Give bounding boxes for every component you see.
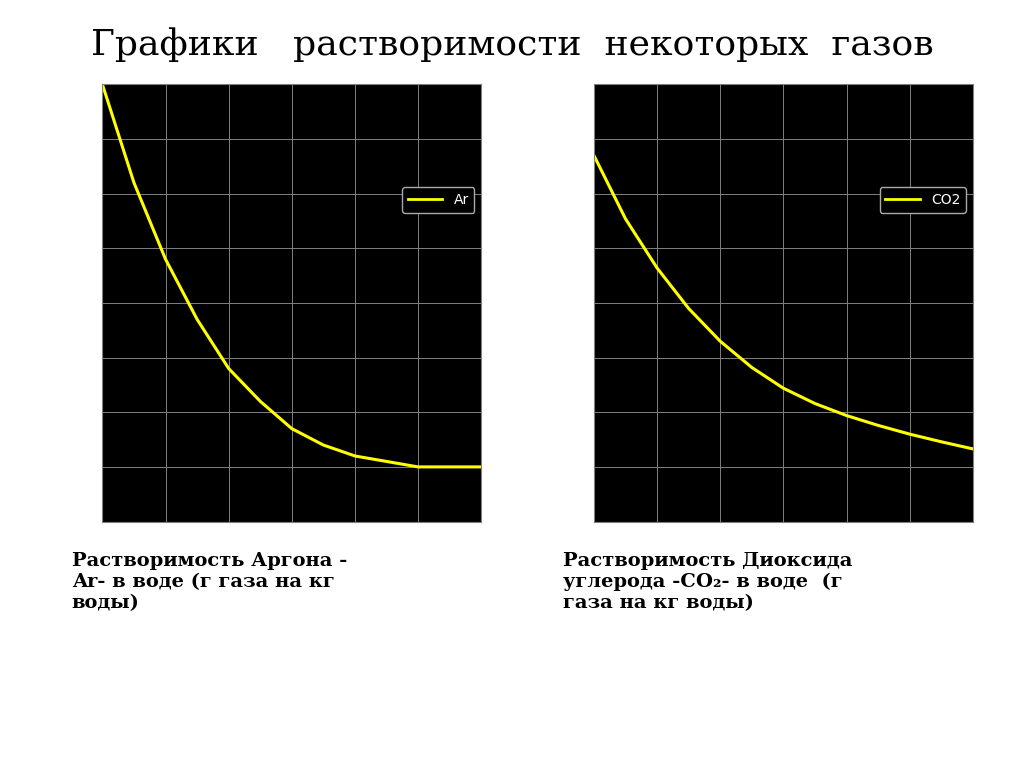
Text: Растворимость Диоксида
углерода -CO₂- в воде  (г
газа на кг воды): Растворимость Диоксида углерода -CO₂- в … <box>563 552 853 612</box>
X-axis label: Температура воды (град Цельсия): Температура воды (град Цельсия) <box>682 549 885 559</box>
Y-axis label: Растворимость (г газа на кг воды): Растворимость (г газа на кг воды) <box>50 208 59 398</box>
Text: Графики   растворимости  некоторых  газов: Графики растворимости некоторых газов <box>91 27 933 61</box>
Legend: CO2: CO2 <box>880 187 966 212</box>
Y-axis label: Растворимость (г газа на кг воды): Растворимость (г газа на кг воды) <box>549 208 559 398</box>
X-axis label: Температура воды (град Цельсия): Температура воды (град Цельсия) <box>190 549 393 559</box>
Text: Растворимость Аргона -
Ar- в воде (г газа на кг
воды): Растворимость Аргона - Ar- в воде (г газ… <box>72 552 347 612</box>
Legend: Ar: Ar <box>402 187 474 212</box>
